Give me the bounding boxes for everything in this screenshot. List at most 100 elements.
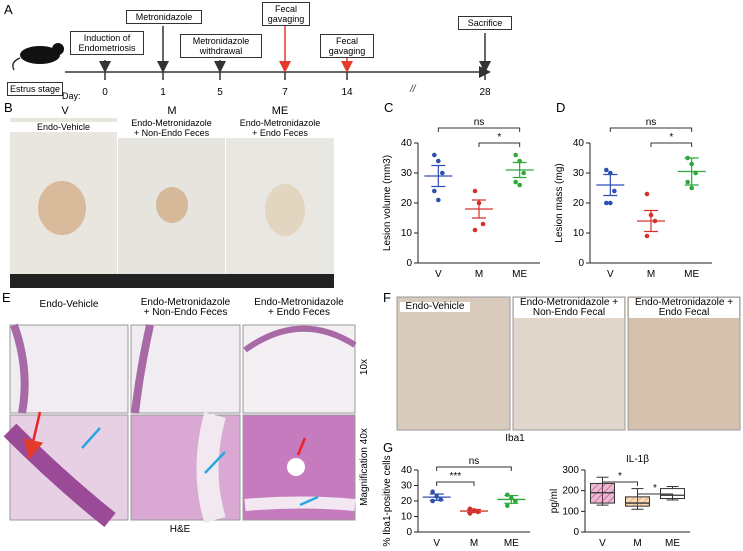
data-point [517,182,522,188]
data-point [430,489,435,495]
y-axis-label: pg/ml [549,489,560,513]
event-box: Metronidazole [126,10,202,24]
group-label: M [167,105,177,117]
x-tick-label: ME [512,269,527,280]
error-bar [644,209,658,233]
y-tick-label: 0 [406,258,412,269]
data-point [604,167,609,173]
group-label: ME [271,105,289,117]
y-tick-label: 40 [573,138,585,149]
y-tick-label: 100 [562,506,579,517]
significance-bracket [437,127,521,132]
day-tick-label: 5 [217,87,223,98]
data-point [430,498,435,504]
stage-box: Estrus stage [7,82,64,96]
y-axis-label: Lesion mass (mg) [554,163,565,242]
data-point [475,509,481,515]
x-tick-label: M [647,269,655,280]
y-tick-label: 40 [401,465,413,476]
panel-label: C [384,100,394,115]
panel-label: B [4,100,13,115]
data-point [432,188,437,194]
significance-label: * [618,471,622,482]
significance-label: ns [474,117,485,128]
data-point [644,191,650,197]
data-point [432,152,437,158]
data-point [513,179,518,185]
error-bar [504,494,519,504]
data-point [521,170,526,176]
panel-label: A [4,2,13,17]
image-caption: Endo-Vehicle [39,299,99,310]
y-axis-label: Lesion volume (mm3) [382,155,393,251]
event-box: Fecal gavaging [320,34,374,58]
he-micrographs [3,323,357,528]
data-point [467,511,473,516]
data-point [438,497,443,502]
x-tick-label: V [607,269,614,280]
y-tick-label: 0 [578,258,584,269]
significance-bracket [478,142,521,147]
photo-caption: Endo-Metronidazole + Non-Endo Feces [118,118,225,138]
data-point [604,200,609,206]
y-tick-label: 300 [562,465,579,476]
day-tick-label: 14 [341,87,353,98]
row-label: 10x [359,358,370,376]
event-box: Fecal gavaging [262,2,310,26]
panel-label: E [2,290,11,305]
x-tick-label: ME [504,538,519,549]
y-axis-label: % Iba1-positive cells [382,455,393,546]
y-tick-label: 40 [401,138,413,149]
significance-bracket [602,481,638,486]
significance-label: * [653,483,657,494]
data-point [472,188,478,194]
significance-label: *** [449,471,461,482]
significance-bracket [436,466,512,471]
significance-label: ns [469,456,480,467]
y-tick-label: 30 [573,168,585,179]
day-tick-label: 1 [160,87,166,98]
marker-label: Iba1 [505,433,525,444]
y-tick-label: 10 [401,512,413,523]
photo-caption: Endo-Metronidazole + Endo Feces [226,118,334,138]
event-box: Sacrifice [458,16,512,30]
lesion-photos [10,118,334,288]
error-bar [684,157,699,186]
x-tick-label: ME [665,538,680,549]
significance-bracket [637,493,673,498]
data-point [608,200,613,206]
y-tick-label: 20 [401,198,413,209]
panel-label: G [383,440,394,455]
y-tick-label: 200 [562,486,579,497]
y-tick-label: 0 [406,527,412,538]
error-bar [512,161,527,179]
error-bar [429,493,444,501]
data-point [644,233,650,239]
row-label: Magnification 40x [359,428,370,506]
y-tick-label: 30 [401,481,413,492]
x-tick-label: V [433,538,440,549]
data-point [689,185,694,191]
photo-caption: Endo-Vehicle [10,122,117,132]
error-bar [467,508,481,514]
data-point [513,152,518,158]
group-label: V [61,105,69,117]
box [625,496,650,507]
significance-bracket [650,142,693,147]
significance-bracket [436,481,475,486]
error-bar [472,199,486,219]
image-caption: Endo-Metronidazole + Endo Feces [254,297,344,318]
y-tick-label: 10 [573,228,585,239]
image-caption: Endo-Vehicle [400,302,470,312]
event-box: Induction of Endometriosis [70,31,144,55]
data-point [440,170,445,176]
error-bar [431,164,446,188]
data-point [685,179,690,185]
image-caption: Endo-Metronidazole + Endo Fecal [629,298,739,318]
x-tick-label: V [435,269,442,280]
data-point [505,503,510,508]
x-tick-label: M [475,269,483,280]
panel-label: D [556,100,566,115]
